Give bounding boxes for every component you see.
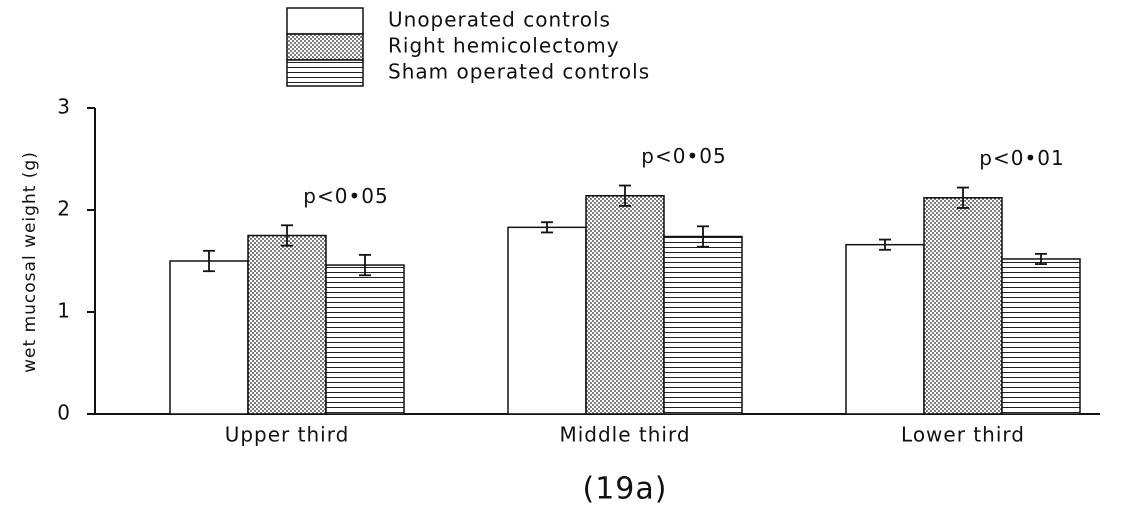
y-axis-label: wet mucosal weight (g) xyxy=(20,151,40,373)
x-tick-label: Middle third xyxy=(559,423,690,447)
bar xyxy=(507,226,587,415)
legend-label: Sham operated controls xyxy=(388,60,650,84)
bar xyxy=(585,194,665,415)
bar xyxy=(169,260,249,415)
y-tick-label: 1 xyxy=(57,299,71,323)
x-tick-label: Lower third xyxy=(901,423,1025,447)
y-tick-label: 3 xyxy=(57,95,71,119)
bar xyxy=(663,235,743,415)
legend-swatch xyxy=(286,59,364,87)
bar xyxy=(1001,258,1081,415)
bar xyxy=(325,264,405,415)
x-tick-label: Upper third xyxy=(225,423,350,447)
annotation: p<0•05 xyxy=(303,184,388,208)
y-tick-label: 2 xyxy=(57,197,71,221)
annotation: p<0•05 xyxy=(641,144,726,168)
y-tick-label: 0 xyxy=(57,401,71,425)
caption: (19a) xyxy=(583,472,668,507)
legend-label: Unoperated controls xyxy=(388,8,611,32)
legend-swatch xyxy=(286,7,364,35)
legend-label: Right hemicolectomy xyxy=(388,34,620,58)
bar xyxy=(247,234,327,415)
legend-swatch xyxy=(286,33,364,61)
bar xyxy=(923,197,1003,415)
annotation: p<0•01 xyxy=(979,146,1064,170)
bar xyxy=(845,243,925,415)
